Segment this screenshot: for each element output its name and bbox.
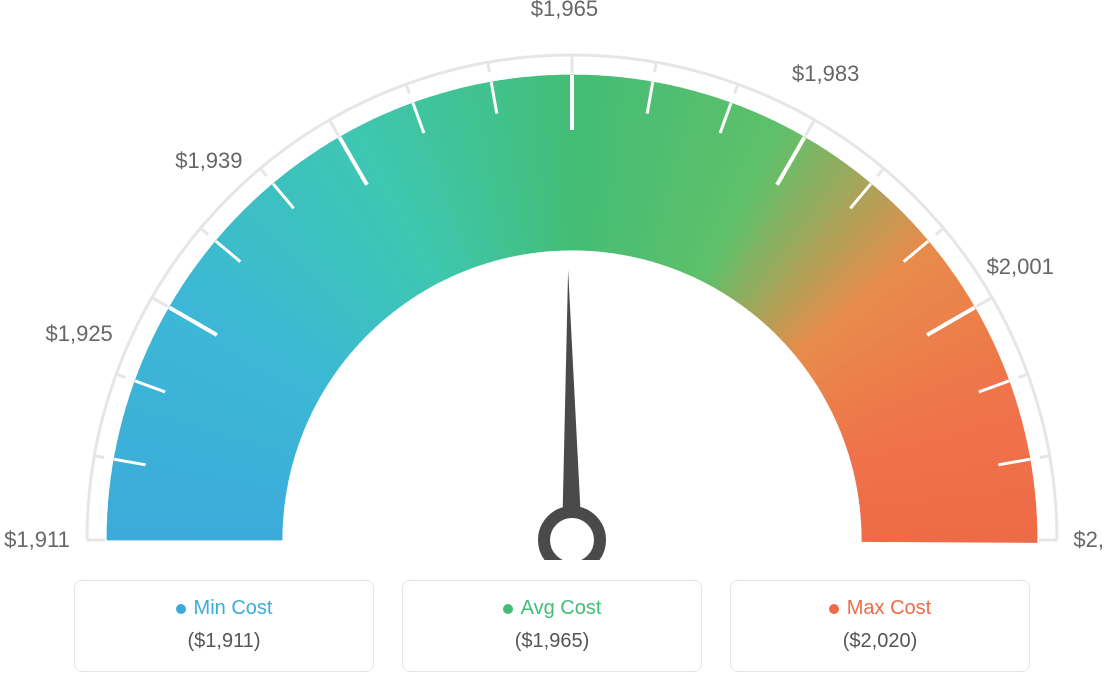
gauge-chart: $1,911$1,925$1,939$1,965$1,983$2,001$2,0…: [20, 20, 1084, 560]
legend-value-max: ($2,020): [751, 630, 1009, 653]
legend-value-min: ($1,911): [95, 630, 353, 653]
legend-title-text: Avg Cost: [521, 597, 602, 620]
legend-title-max: Max Cost: [829, 597, 931, 620]
legend-row: Min Cost ($1,911) Avg Cost ($1,965) Max …: [20, 580, 1084, 672]
gauge-svg: [20, 20, 1084, 560]
legend-title-text: Max Cost: [847, 597, 931, 620]
legend-card-min: Min Cost ($1,911): [74, 580, 374, 672]
legend-value-avg: ($1,965): [423, 630, 681, 653]
legend-title-avg: Avg Cost: [503, 597, 602, 620]
dot-icon: [503, 604, 513, 614]
gauge-tick-label: $2,020: [1073, 527, 1104, 553]
gauge-tick-label: $1,939: [175, 148, 242, 174]
legend-card-avg: Avg Cost ($1,965): [402, 580, 702, 672]
gauge-tick-label: $2,001: [987, 254, 1054, 280]
gauge-tick-label: $1,911: [4, 527, 70, 553]
gauge-tick-label: $1,925: [46, 321, 113, 347]
gauge-tick-label: $1,983: [792, 61, 859, 87]
legend-card-max: Max Cost ($2,020): [730, 580, 1030, 672]
legend-title-min: Min Cost: [176, 597, 273, 620]
legend-title-text: Min Cost: [194, 597, 273, 620]
gauge-tick-label: $1,965: [531, 0, 598, 22]
dot-icon: [829, 604, 839, 614]
dot-icon: [176, 604, 186, 614]
